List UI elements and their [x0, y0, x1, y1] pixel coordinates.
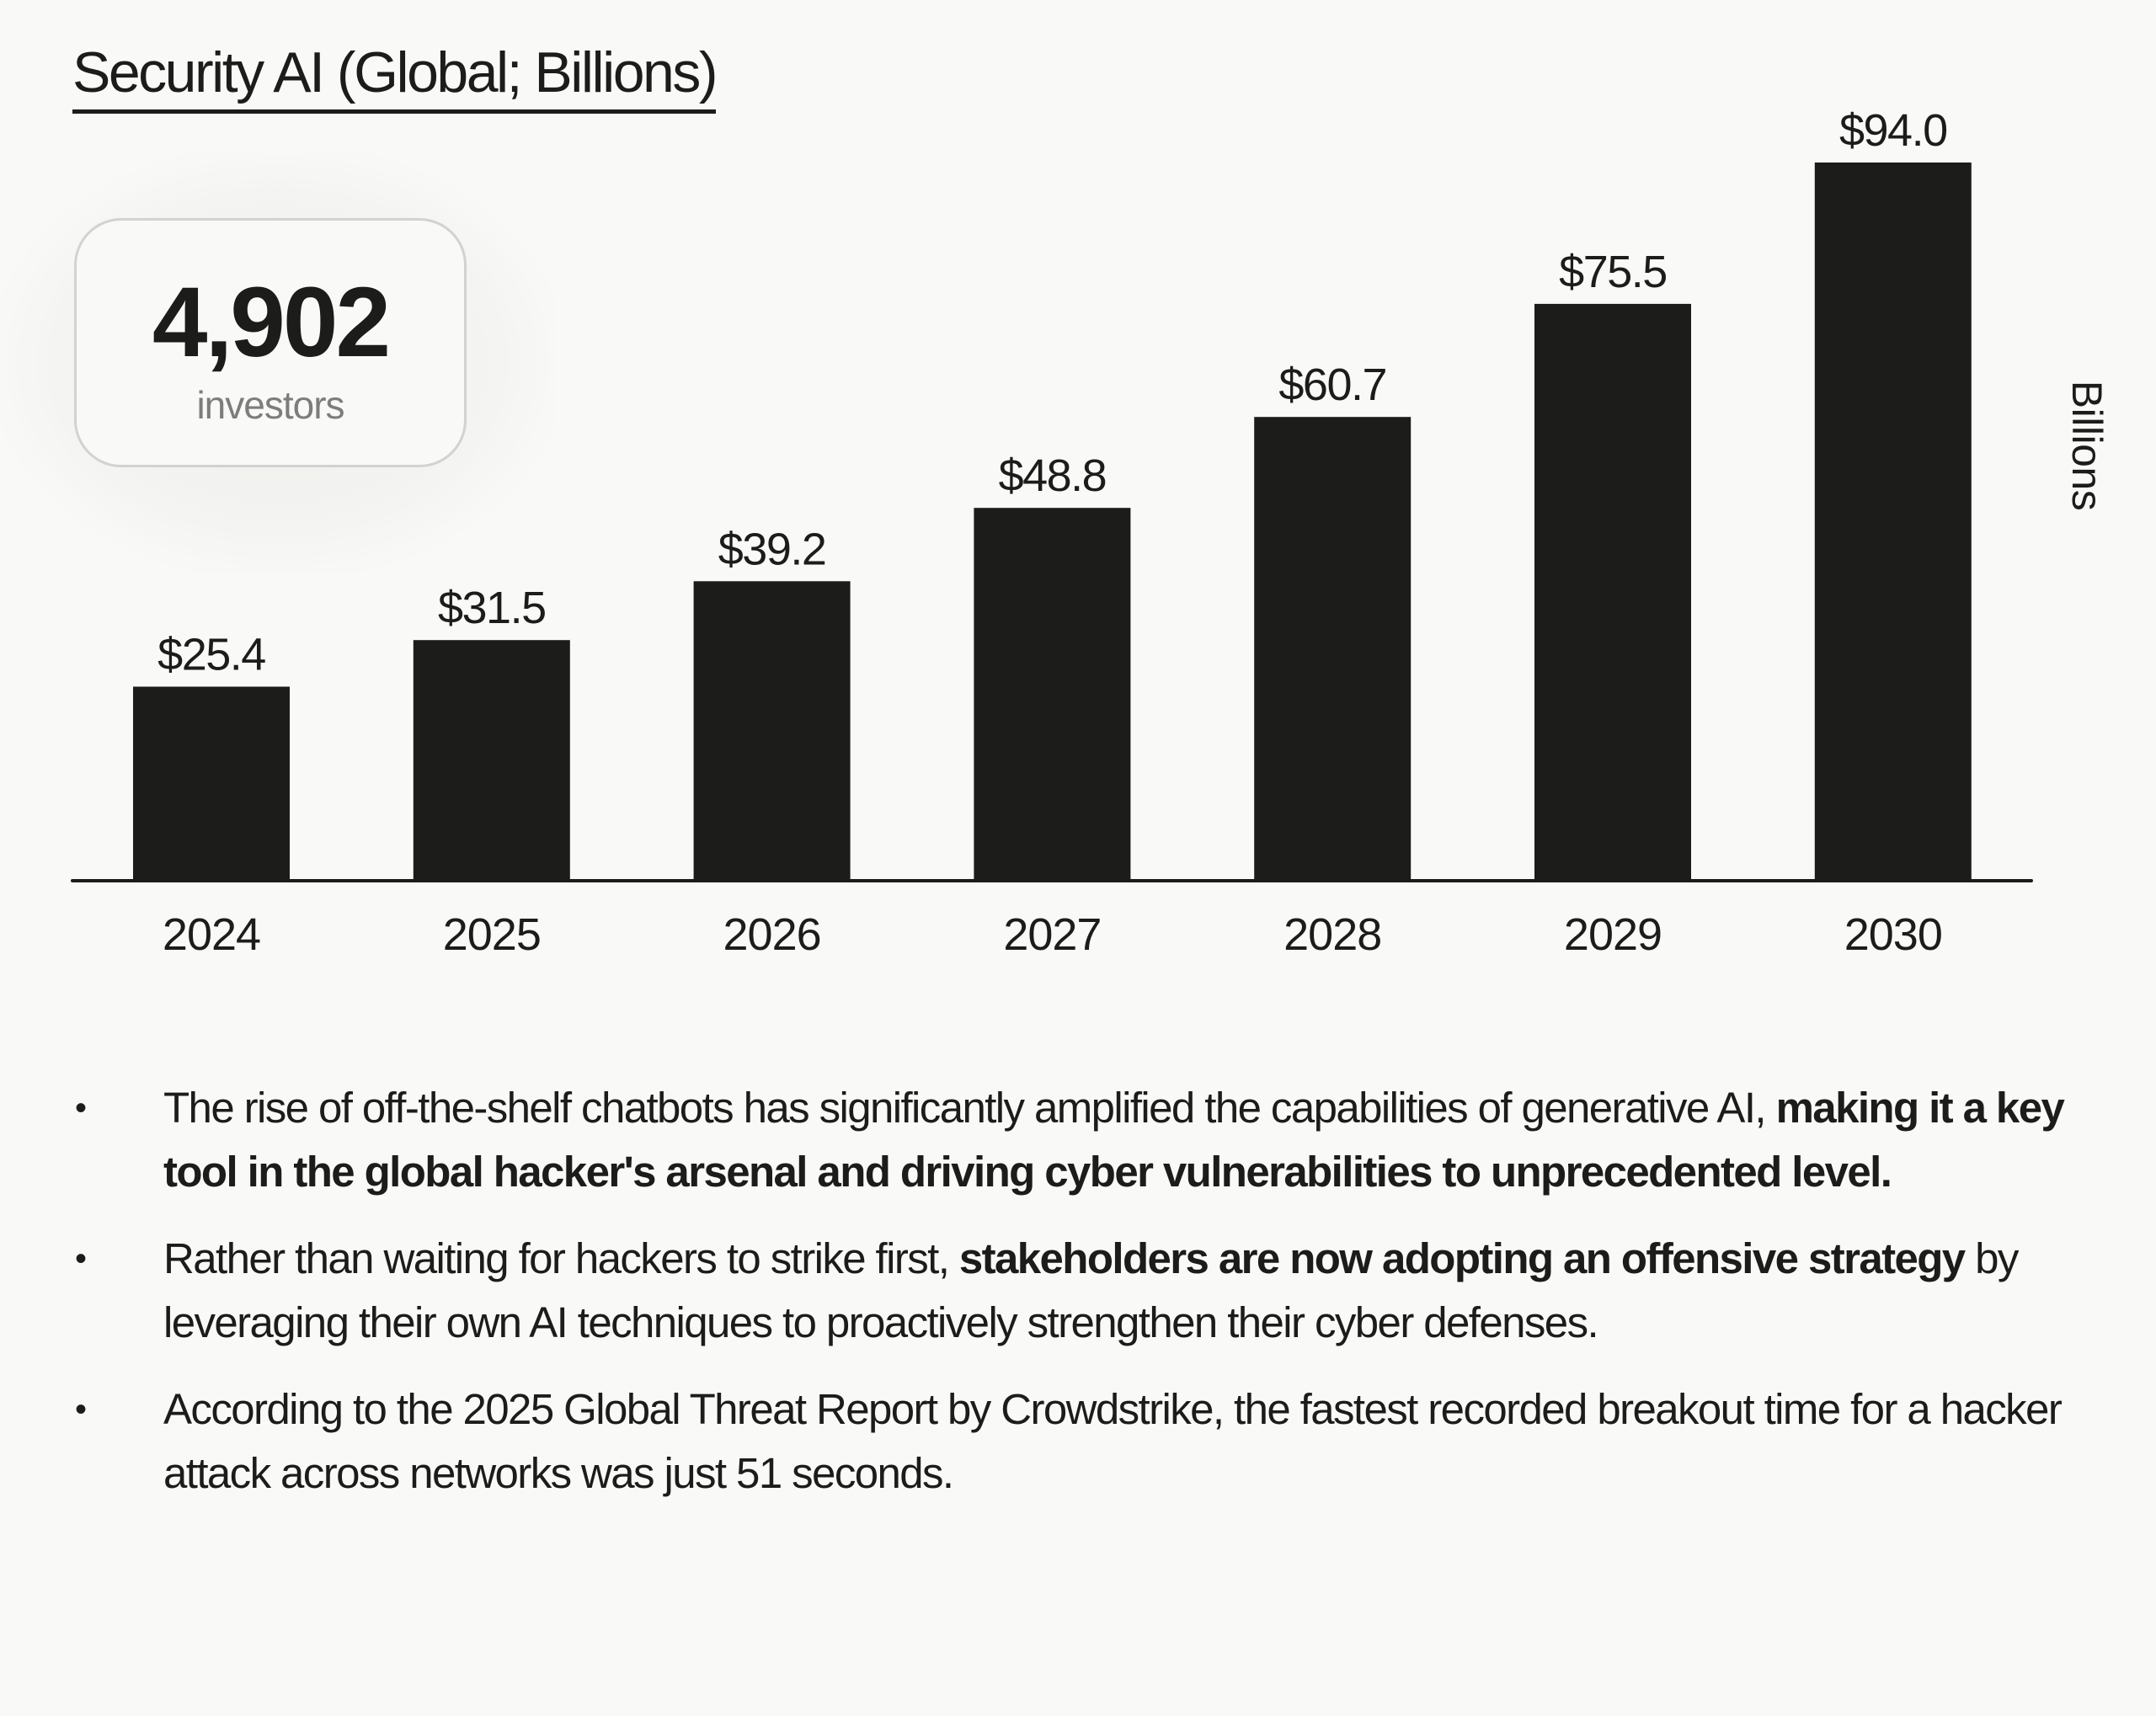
y-axis-label: Billions	[2063, 380, 2111, 511]
x-tick-label-2025: 2025	[443, 909, 541, 960]
x-tick-label-2029: 2029	[1564, 909, 1662, 960]
value-label-2028: $60.7	[1278, 360, 1386, 410]
bar-2025	[413, 640, 570, 881]
bar-2027	[974, 508, 1131, 881]
bullet-text: by leveraging their own AI techniques to…	[163, 1234, 2019, 1346]
bullet-text: The rise of off-the-shelf chatbots has s…	[163, 1084, 1776, 1132]
bullet-item: • Rather than waiting for hackers to stri…	[72, 1227, 2075, 1355]
bar-2030	[1814, 163, 1972, 881]
investor-count: 4,902	[152, 267, 391, 378]
value-label-2026: $39.2	[718, 524, 826, 574]
x-tick-labels-group: 2024 2025 2026 2027 2028 2029 2030	[163, 909, 1943, 960]
chart-title: Security AI (Global; Billions)	[72, 44, 718, 114]
bar-2024	[133, 686, 290, 881]
value-label-2024: $25.4	[157, 630, 265, 680]
bullet-text-bold: making it a key tool in the global hacke…	[163, 1084, 2065, 1196]
value-label-2029: $75.5	[1559, 247, 1667, 297]
bar-2028	[1254, 417, 1412, 881]
bullet-text: According to the 2025 Global Threat Repo…	[163, 1385, 2063, 1497]
value-label-2027: $48.8	[999, 450, 1107, 501]
value-label-2025: $31.5	[438, 583, 546, 633]
investor-stat-card: 4,902 investors	[74, 218, 467, 467]
bar-2029	[1534, 303, 1691, 881]
bar-chart: $25.4 $31.5 $39.2 $48.8 $60.7 $75.5 $94.0 2024…	[71, 105, 2033, 960]
investor-count-label: investors	[196, 383, 344, 427]
x-tick-label-2026: 2026	[723, 909, 821, 960]
bars-group	[133, 163, 1972, 881]
bullet-list: • The rise of off-the-shelf chatbots has …	[72, 1076, 2094, 1528]
x-tick-label-2030: 2030	[1844, 909, 1942, 960]
bullet-dot-icon: •	[75, 1090, 87, 1127]
x-tick-label-2028: 2028	[1283, 909, 1381, 960]
x-tick-label-2024: 2024	[163, 909, 260, 960]
bullet-dot-icon: •	[75, 1391, 87, 1428]
value-labels-group: $25.4 $31.5 $39.2 $48.8 $60.7 $75.5 $94.0	[157, 105, 1948, 680]
bullet-item: • The rise of off-the-shelf chatbots has …	[72, 1076, 2075, 1204]
bullet-text: Rather than waiting for hackers to strik…	[163, 1234, 959, 1282]
bullet-item: • According to the 2025 Global Threat Rep…	[72, 1378, 2075, 1505]
bullet-dot-icon: •	[75, 1240, 87, 1277]
value-label-2030: $94.0	[1839, 105, 1947, 156]
x-tick-label-2027: 2027	[1003, 909, 1101, 960]
bar-2026	[693, 581, 851, 881]
bullet-text-bold: stakeholders are now adopting an offensi…	[958, 1234, 1966, 1282]
